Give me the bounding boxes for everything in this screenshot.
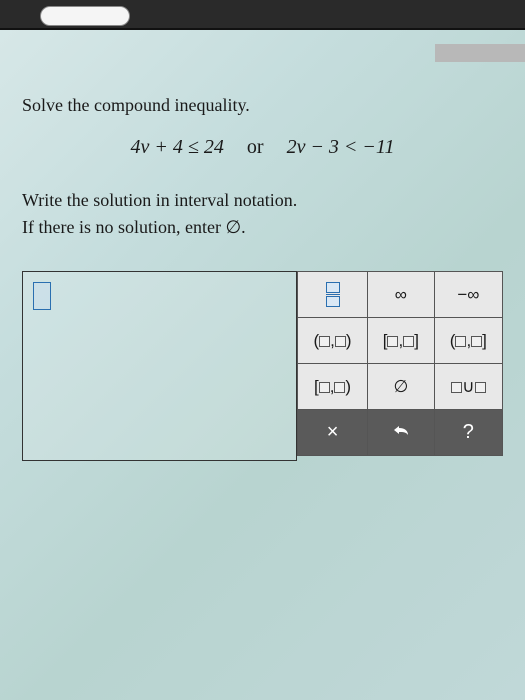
palette-open-open[interactable]: (,) xyxy=(298,318,368,364)
problem-content: Solve the compound inequality. 4v + 4 ≤ … xyxy=(0,75,525,481)
palette-fraction[interactable] xyxy=(298,272,368,318)
palette-undo[interactable] xyxy=(368,410,435,456)
inequality-2: 2v − 3 < −11 xyxy=(287,136,395,158)
symbol-palette: ∞ −∞ (,) [,] (,] [,) ∅ ∪ × ? xyxy=(297,271,503,456)
palette-closed-closed[interactable]: [,] xyxy=(368,318,435,364)
palette-neg-infinity[interactable]: −∞ xyxy=(434,272,502,318)
inequality-1: 4v + 4 ≤ 24 xyxy=(131,136,224,158)
device-bezel xyxy=(0,0,525,30)
instruction-line2-prefix: If there is no solution, enter xyxy=(22,217,225,237)
fraction-icon xyxy=(326,282,340,307)
palette-union[interactable]: ∪ xyxy=(434,364,502,410)
answer-input[interactable] xyxy=(22,271,297,461)
instruction-block: Write the solution in interval notation.… xyxy=(22,187,503,241)
work-area: ∞ −∞ (,) [,] (,] [,) ∅ ∪ × ? xyxy=(22,271,503,461)
undo-icon xyxy=(390,422,412,438)
palette-closed-open[interactable]: [,) xyxy=(298,364,368,410)
empty-set-symbol: ∅ xyxy=(225,217,241,237)
toolbar-pill xyxy=(40,6,130,26)
answer-cursor xyxy=(33,282,51,310)
palette-infinity[interactable]: ∞ xyxy=(368,272,435,318)
connector-or: or xyxy=(247,136,264,158)
palette-open-closed[interactable]: (,] xyxy=(434,318,502,364)
palette-help[interactable]: ? xyxy=(434,410,502,456)
instruction-line1: Write the solution in interval notation. xyxy=(22,190,297,210)
palette-clear[interactable]: × xyxy=(298,410,368,456)
gray-strip xyxy=(435,44,525,62)
inequality-row: 4v + 4 ≤ 24 or 2v − 3 < −11 xyxy=(22,136,503,159)
problem-title: Solve the compound inequality. xyxy=(22,95,503,116)
palette-empty-set[interactable]: ∅ xyxy=(368,364,435,410)
instruction-period: . xyxy=(241,217,246,237)
